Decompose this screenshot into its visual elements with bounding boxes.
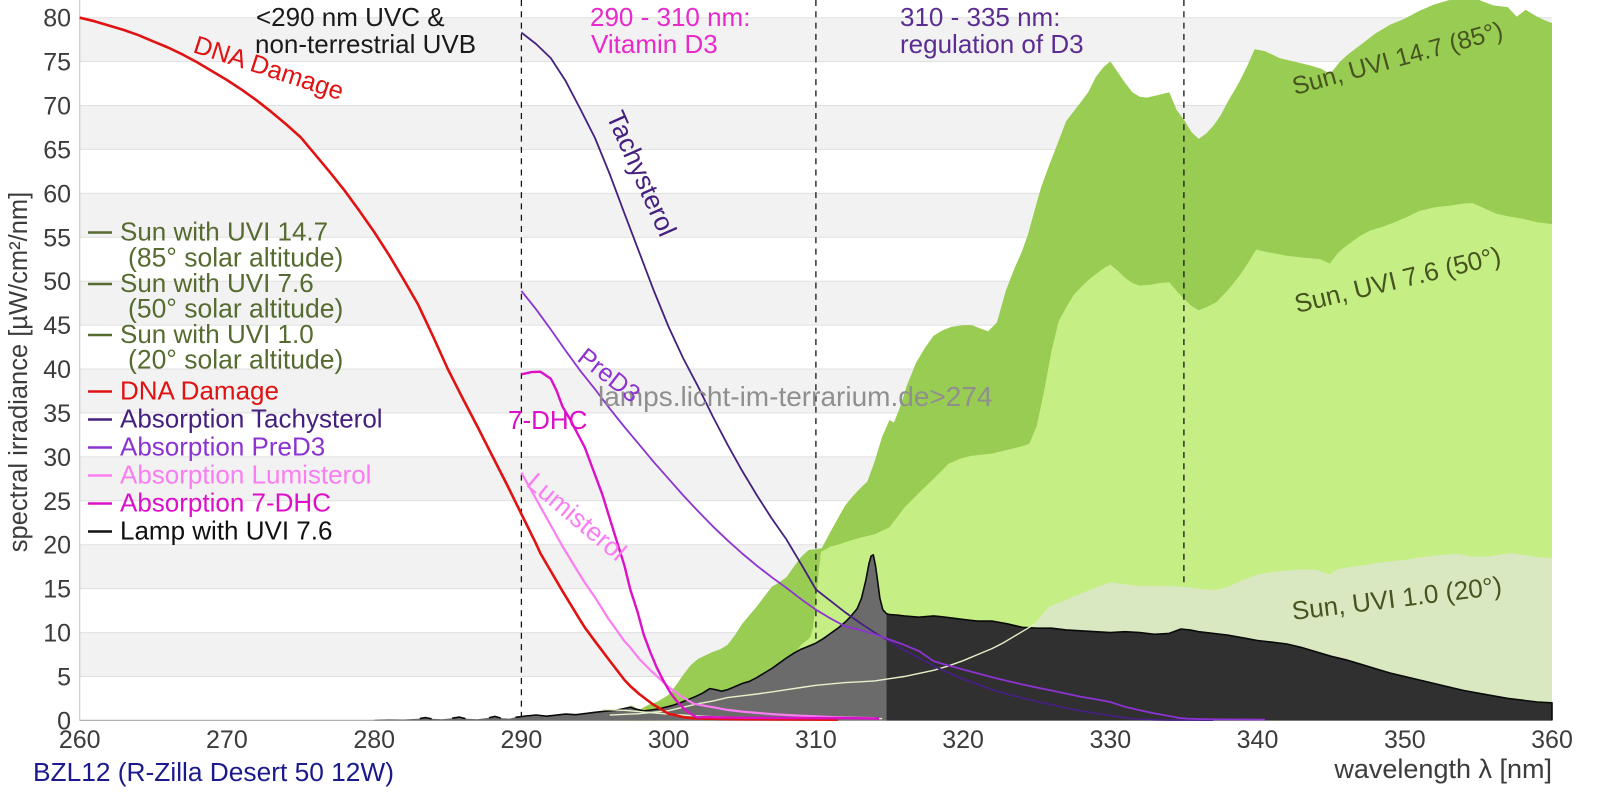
svg-text:350: 350 xyxy=(1384,726,1426,754)
svg-text:75: 75 xyxy=(43,49,71,77)
svg-text:Absorption 7-DHC: Absorption 7-DHC xyxy=(120,488,331,518)
svg-text:lamps.licht-im-terrarium.de>27: lamps.licht-im-terrarium.de>274 xyxy=(598,381,992,412)
svg-text:290 - 310 nm:: 290 - 310 nm: xyxy=(590,2,750,32)
svg-text:Absorption Lumisterol: Absorption Lumisterol xyxy=(120,460,371,490)
svg-text:70: 70 xyxy=(43,93,71,121)
svg-text:Absorption PreD3: Absorption PreD3 xyxy=(120,432,325,462)
svg-text:360: 360 xyxy=(1531,726,1573,754)
svg-text:10: 10 xyxy=(43,620,71,648)
svg-text:260: 260 xyxy=(59,726,101,754)
svg-text:280: 280 xyxy=(353,726,395,754)
svg-text:15: 15 xyxy=(43,576,71,604)
svg-text:(50° solar altitude): (50° solar altitude) xyxy=(128,294,343,324)
svg-text:non-terrestrial UVB: non-terrestrial UVB xyxy=(255,29,476,59)
svg-text:50: 50 xyxy=(43,268,71,296)
svg-text:Absorption Tachysterol: Absorption Tachysterol xyxy=(120,404,383,434)
svg-text:60: 60 xyxy=(43,180,71,208)
svg-text:regulation of D3: regulation of D3 xyxy=(900,29,1084,59)
svg-text:Vitamin D3: Vitamin D3 xyxy=(591,29,718,59)
svg-text:0: 0 xyxy=(57,707,71,735)
svg-text:55: 55 xyxy=(43,224,71,252)
svg-text:65: 65 xyxy=(43,136,71,164)
svg-text:80: 80 xyxy=(43,5,71,33)
svg-text:320: 320 xyxy=(942,726,984,754)
svg-text:330: 330 xyxy=(1089,726,1131,754)
svg-text:35: 35 xyxy=(43,400,71,428)
svg-text:spectral irradiance [µW/cm²/nm: spectral irradiance [µW/cm²/nm] xyxy=(5,192,33,552)
svg-text:<290 nm UVC &: <290 nm UVC & xyxy=(256,2,445,32)
svg-text:270: 270 xyxy=(206,726,248,754)
svg-text:(85° solar altitude): (85° solar altitude) xyxy=(128,243,343,273)
svg-text:5: 5 xyxy=(57,664,71,692)
svg-text:Sun with UVI 14.7: Sun with UVI 14.7 xyxy=(120,217,328,247)
svg-text:310: 310 xyxy=(795,726,837,754)
svg-text:DNA Damage: DNA Damage xyxy=(120,376,279,406)
svg-text:BZL12 (R-Zilla Desert 50 12W): BZL12 (R-Zilla Desert 50 12W) xyxy=(33,757,394,787)
svg-text:340: 340 xyxy=(1237,726,1279,754)
svg-text:Lamp with UVI 7.6: Lamp with UVI 7.6 xyxy=(120,516,332,546)
svg-text:Sun with UVI 7.6: Sun with UVI 7.6 xyxy=(120,268,314,298)
svg-text:30: 30 xyxy=(43,444,71,472)
svg-text:45: 45 xyxy=(43,312,71,340)
svg-text:25: 25 xyxy=(43,488,71,516)
svg-text:wavelength λ [nm]: wavelength λ [nm] xyxy=(1333,754,1552,784)
svg-text:(20° solar altitude): (20° solar altitude) xyxy=(128,345,343,375)
svg-text:20: 20 xyxy=(43,532,71,560)
svg-text:310 - 335 nm:: 310 - 335 nm: xyxy=(900,2,1060,32)
svg-text:290: 290 xyxy=(501,726,543,754)
svg-text:7-DHC: 7-DHC xyxy=(508,405,587,435)
svg-text:Sun with UVI 1.0: Sun with UVI 1.0 xyxy=(120,319,314,349)
svg-text:40: 40 xyxy=(43,356,71,384)
svg-text:300: 300 xyxy=(648,726,690,754)
